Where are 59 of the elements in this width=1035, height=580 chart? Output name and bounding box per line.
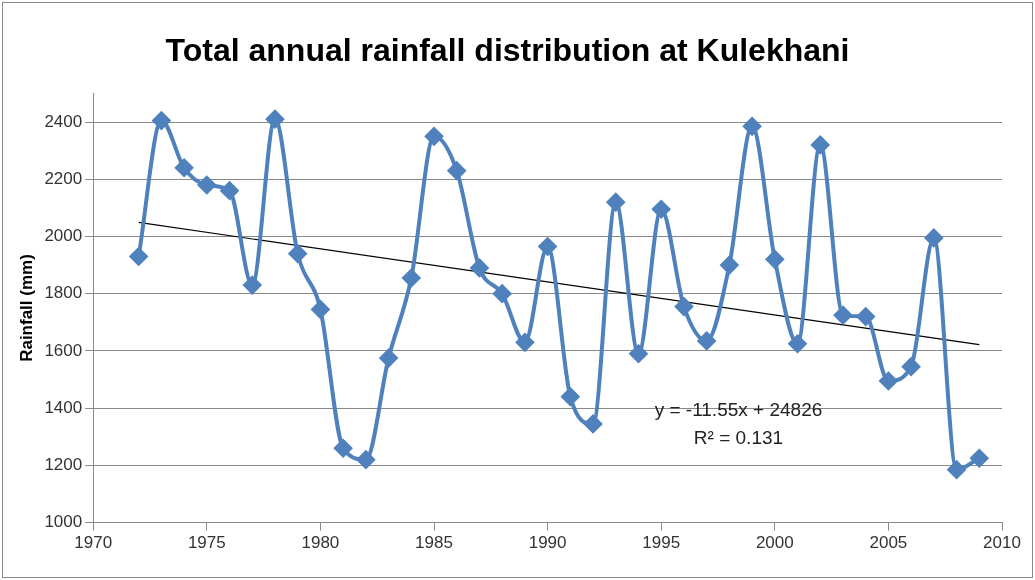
point xyxy=(493,284,512,303)
y-tick-label: 1200 xyxy=(44,455,83,475)
y-axis-title: Rainfall (mm) xyxy=(16,254,36,362)
y-tick-label: 1400 xyxy=(44,397,83,417)
x-tick-label: 2010 xyxy=(983,533,1021,553)
y-tick-label: 2000 xyxy=(44,226,83,246)
annotation: y = -11.55x + 24826 xyxy=(654,399,823,421)
x-tick-label: 1985 xyxy=(415,533,453,553)
point xyxy=(970,449,989,468)
point xyxy=(765,250,784,269)
point xyxy=(220,181,239,200)
point xyxy=(902,357,921,376)
point xyxy=(288,244,307,263)
point xyxy=(947,460,966,479)
point xyxy=(175,158,194,177)
point xyxy=(629,344,648,363)
y-tick-label: 1000 xyxy=(44,512,83,532)
point xyxy=(720,256,739,275)
chart-title: Total annual rainfall distribution at Kulekhani xyxy=(165,32,850,69)
point xyxy=(584,414,603,433)
point xyxy=(652,200,671,219)
y-tick-label: 1600 xyxy=(44,340,83,360)
point xyxy=(538,237,557,256)
x-tick-label: 2000 xyxy=(755,533,794,553)
point xyxy=(311,300,330,319)
point xyxy=(561,387,580,406)
point xyxy=(334,439,353,458)
x-tick-label: 1990 xyxy=(528,533,567,553)
point xyxy=(402,268,421,287)
point xyxy=(356,450,375,469)
point xyxy=(697,331,716,350)
annotation: R² = 0.131 xyxy=(693,427,784,449)
point xyxy=(879,371,898,390)
x-tick-label: 1995 xyxy=(642,533,681,553)
point xyxy=(425,127,444,146)
point xyxy=(811,135,830,154)
point xyxy=(470,258,489,277)
point xyxy=(743,117,762,136)
point xyxy=(788,334,807,353)
y-tick-label: 2200 xyxy=(44,168,83,188)
x-tick-label: 1975 xyxy=(187,533,226,553)
point xyxy=(856,307,875,326)
y-tick-label: 1800 xyxy=(44,283,83,303)
point xyxy=(379,349,398,368)
x-tick-label: 2005 xyxy=(869,533,908,553)
point xyxy=(674,297,693,316)
point xyxy=(447,161,466,180)
point xyxy=(243,276,262,295)
point xyxy=(152,111,171,130)
point xyxy=(129,247,148,266)
y-tick-label: 2400 xyxy=(44,111,83,131)
point xyxy=(924,228,943,247)
point xyxy=(515,333,534,352)
x-tick-label: 1980 xyxy=(301,533,340,553)
x-tick-label: 1970 xyxy=(74,533,113,553)
point xyxy=(197,175,216,194)
point xyxy=(265,110,284,129)
point xyxy=(606,193,625,212)
point xyxy=(833,306,852,325)
